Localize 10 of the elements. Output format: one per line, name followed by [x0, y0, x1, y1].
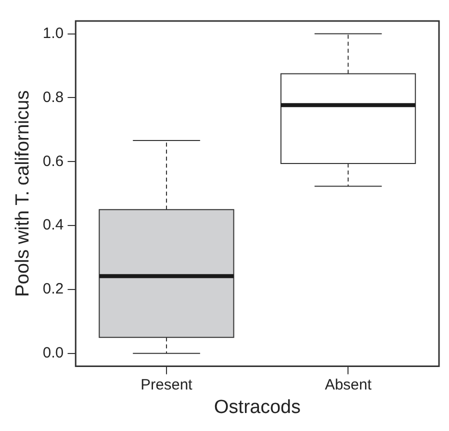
y-tick-label: 0.6 [42, 152, 64, 170]
y-tick-label: 0.8 [42, 88, 64, 106]
y-tick-label: 0.4 [42, 216, 64, 234]
y-axis-title: Pools with T. californicus [12, 90, 34, 297]
y-tick-label: 1.0 [42, 24, 64, 42]
x-axis-title: Ostracods [214, 396, 301, 418]
x-tick-label: Absent [324, 376, 372, 394]
x-tick-label: Present [140, 376, 194, 394]
y-tick-label: 0.0 [42, 344, 64, 362]
y-tick-label: 0.2 [42, 280, 64, 298]
